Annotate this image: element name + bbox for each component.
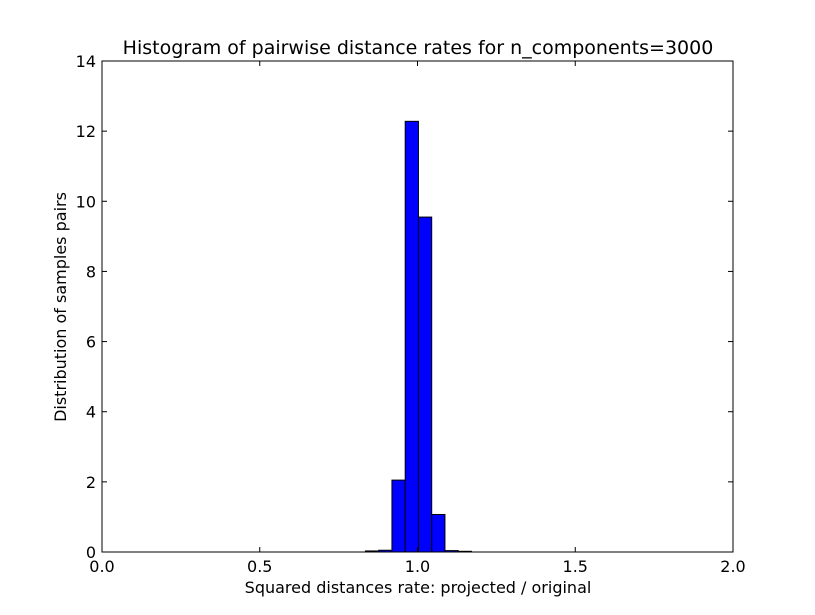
y-tick-label: 4 [86, 403, 96, 422]
y-tick-label: 0 [86, 543, 96, 562]
axes-border [101, 60, 734, 553]
chart-title: Histogram of pairwise distance rates for… [123, 37, 714, 59]
y-tick-label: 6 [86, 333, 96, 352]
y-tick-label: 14 [76, 52, 96, 71]
tick-labels-group: 0.0 0.5 1.0 1.5 2.0 0 2 4 6 8 10 12 14 [76, 52, 746, 576]
bars-group [364, 120, 472, 553]
y-tick-label: 8 [86, 262, 96, 281]
x-tick-label: 2.0 [720, 557, 745, 576]
histogram-bar [431, 513, 446, 553]
x-tick-label: 0.5 [247, 557, 272, 576]
plot-area [101, 60, 734, 553]
histogram-bar [391, 479, 406, 553]
x-tick-label: 0.0 [89, 557, 114, 576]
histogram-bar [404, 120, 419, 553]
y-tick-label: 10 [76, 192, 96, 211]
y-axis-label: Distribution of samples pairs [51, 192, 70, 422]
histogram-bar [417, 216, 433, 553]
y-tick-label: 2 [86, 473, 96, 492]
x-tick-label: 1.0 [405, 557, 430, 576]
x-tick-label: 1.5 [563, 557, 588, 576]
x-axis-label: Squared distances rate: projected / orig… [245, 578, 592, 597]
y-tick-label: 12 [76, 122, 96, 141]
